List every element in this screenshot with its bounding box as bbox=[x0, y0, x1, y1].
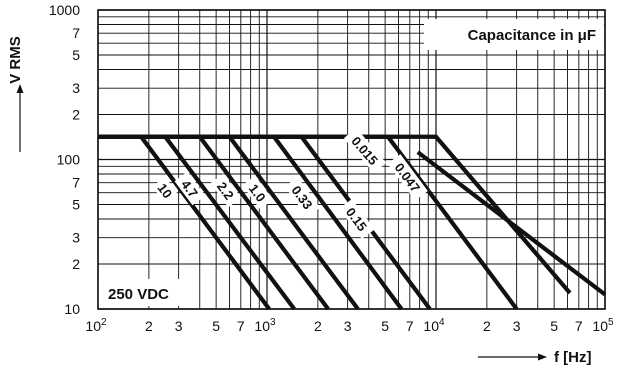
y-tick-label: 7 bbox=[72, 25, 80, 41]
voltage-note: 250 VDC bbox=[108, 286, 169, 303]
x-tick-label: 5 bbox=[550, 318, 558, 334]
x-tick-label: 104 bbox=[423, 317, 445, 334]
y-tick-label: 10 bbox=[64, 301, 80, 317]
y-tick-label: 1000 bbox=[49, 2, 80, 18]
y-tick-label: 3 bbox=[72, 80, 80, 96]
legend-title-box: Capacitance in μF bbox=[424, 19, 604, 50]
series-label-background bbox=[284, 177, 321, 218]
y-tick-label: 3 bbox=[72, 230, 80, 246]
plot-frame bbox=[97, 9, 606, 310]
x-tick-label: 3 bbox=[344, 318, 352, 334]
y-tick-label: 5 bbox=[72, 197, 80, 213]
x-tick-label: 7 bbox=[406, 318, 414, 334]
series-label-background bbox=[152, 176, 179, 205]
x-axis-arrowhead bbox=[538, 353, 547, 361]
x-tick-label: 105 bbox=[592, 317, 614, 334]
series-label-background bbox=[174, 171, 206, 206]
y-tick-label: 2 bbox=[72, 256, 80, 272]
y-tick-label: 5 bbox=[72, 47, 80, 63]
legend-title: Capacitance in μF bbox=[468, 27, 596, 44]
x-tick-label: 5 bbox=[212, 318, 220, 334]
x-tick-label: 102 bbox=[85, 317, 107, 334]
x-tick-label: 2 bbox=[145, 318, 153, 334]
voltage-note-background bbox=[98, 279, 190, 306]
x-tick-label: 7 bbox=[237, 318, 245, 334]
series-label: 10 bbox=[155, 181, 176, 202]
series-label-background bbox=[387, 154, 428, 201]
voltage-note-box: 250 VDC bbox=[98, 279, 190, 306]
series-label-group: 10 bbox=[152, 176, 179, 205]
x-axis-title-group: f [Hz] bbox=[478, 349, 592, 366]
y-axis-arrowhead bbox=[16, 84, 24, 93]
x-tick-label: 5 bbox=[381, 318, 389, 334]
x-tick-label: 7 bbox=[575, 318, 583, 334]
series-label-background bbox=[339, 198, 375, 240]
x-axis-title: f [Hz] bbox=[554, 349, 592, 366]
series-line bbox=[416, 150, 607, 297]
y-axis-title: V RMS bbox=[7, 36, 24, 84]
series-label-background bbox=[343, 127, 387, 174]
y-axis-title-group: V RMS bbox=[7, 36, 24, 152]
series-line bbox=[98, 134, 572, 295]
series-lines bbox=[98, 134, 607, 311]
series-label-background bbox=[210, 173, 242, 208]
x-tick-label: 3 bbox=[175, 318, 183, 334]
y-tick-label: 100 bbox=[57, 152, 81, 168]
x-tick-label: 2 bbox=[483, 318, 491, 334]
y-tick-label: 2 bbox=[72, 107, 80, 123]
y-tick-label: 7 bbox=[72, 175, 80, 191]
legend-title-background bbox=[424, 19, 604, 50]
grid bbox=[97, 9, 606, 310]
x-tick-label: 2 bbox=[314, 318, 322, 334]
series-label-background bbox=[242, 175, 273, 210]
x-tick-label: 103 bbox=[254, 317, 276, 334]
series-label-group: 0.33 bbox=[284, 177, 321, 218]
x-tick-label: 3 bbox=[513, 318, 521, 334]
